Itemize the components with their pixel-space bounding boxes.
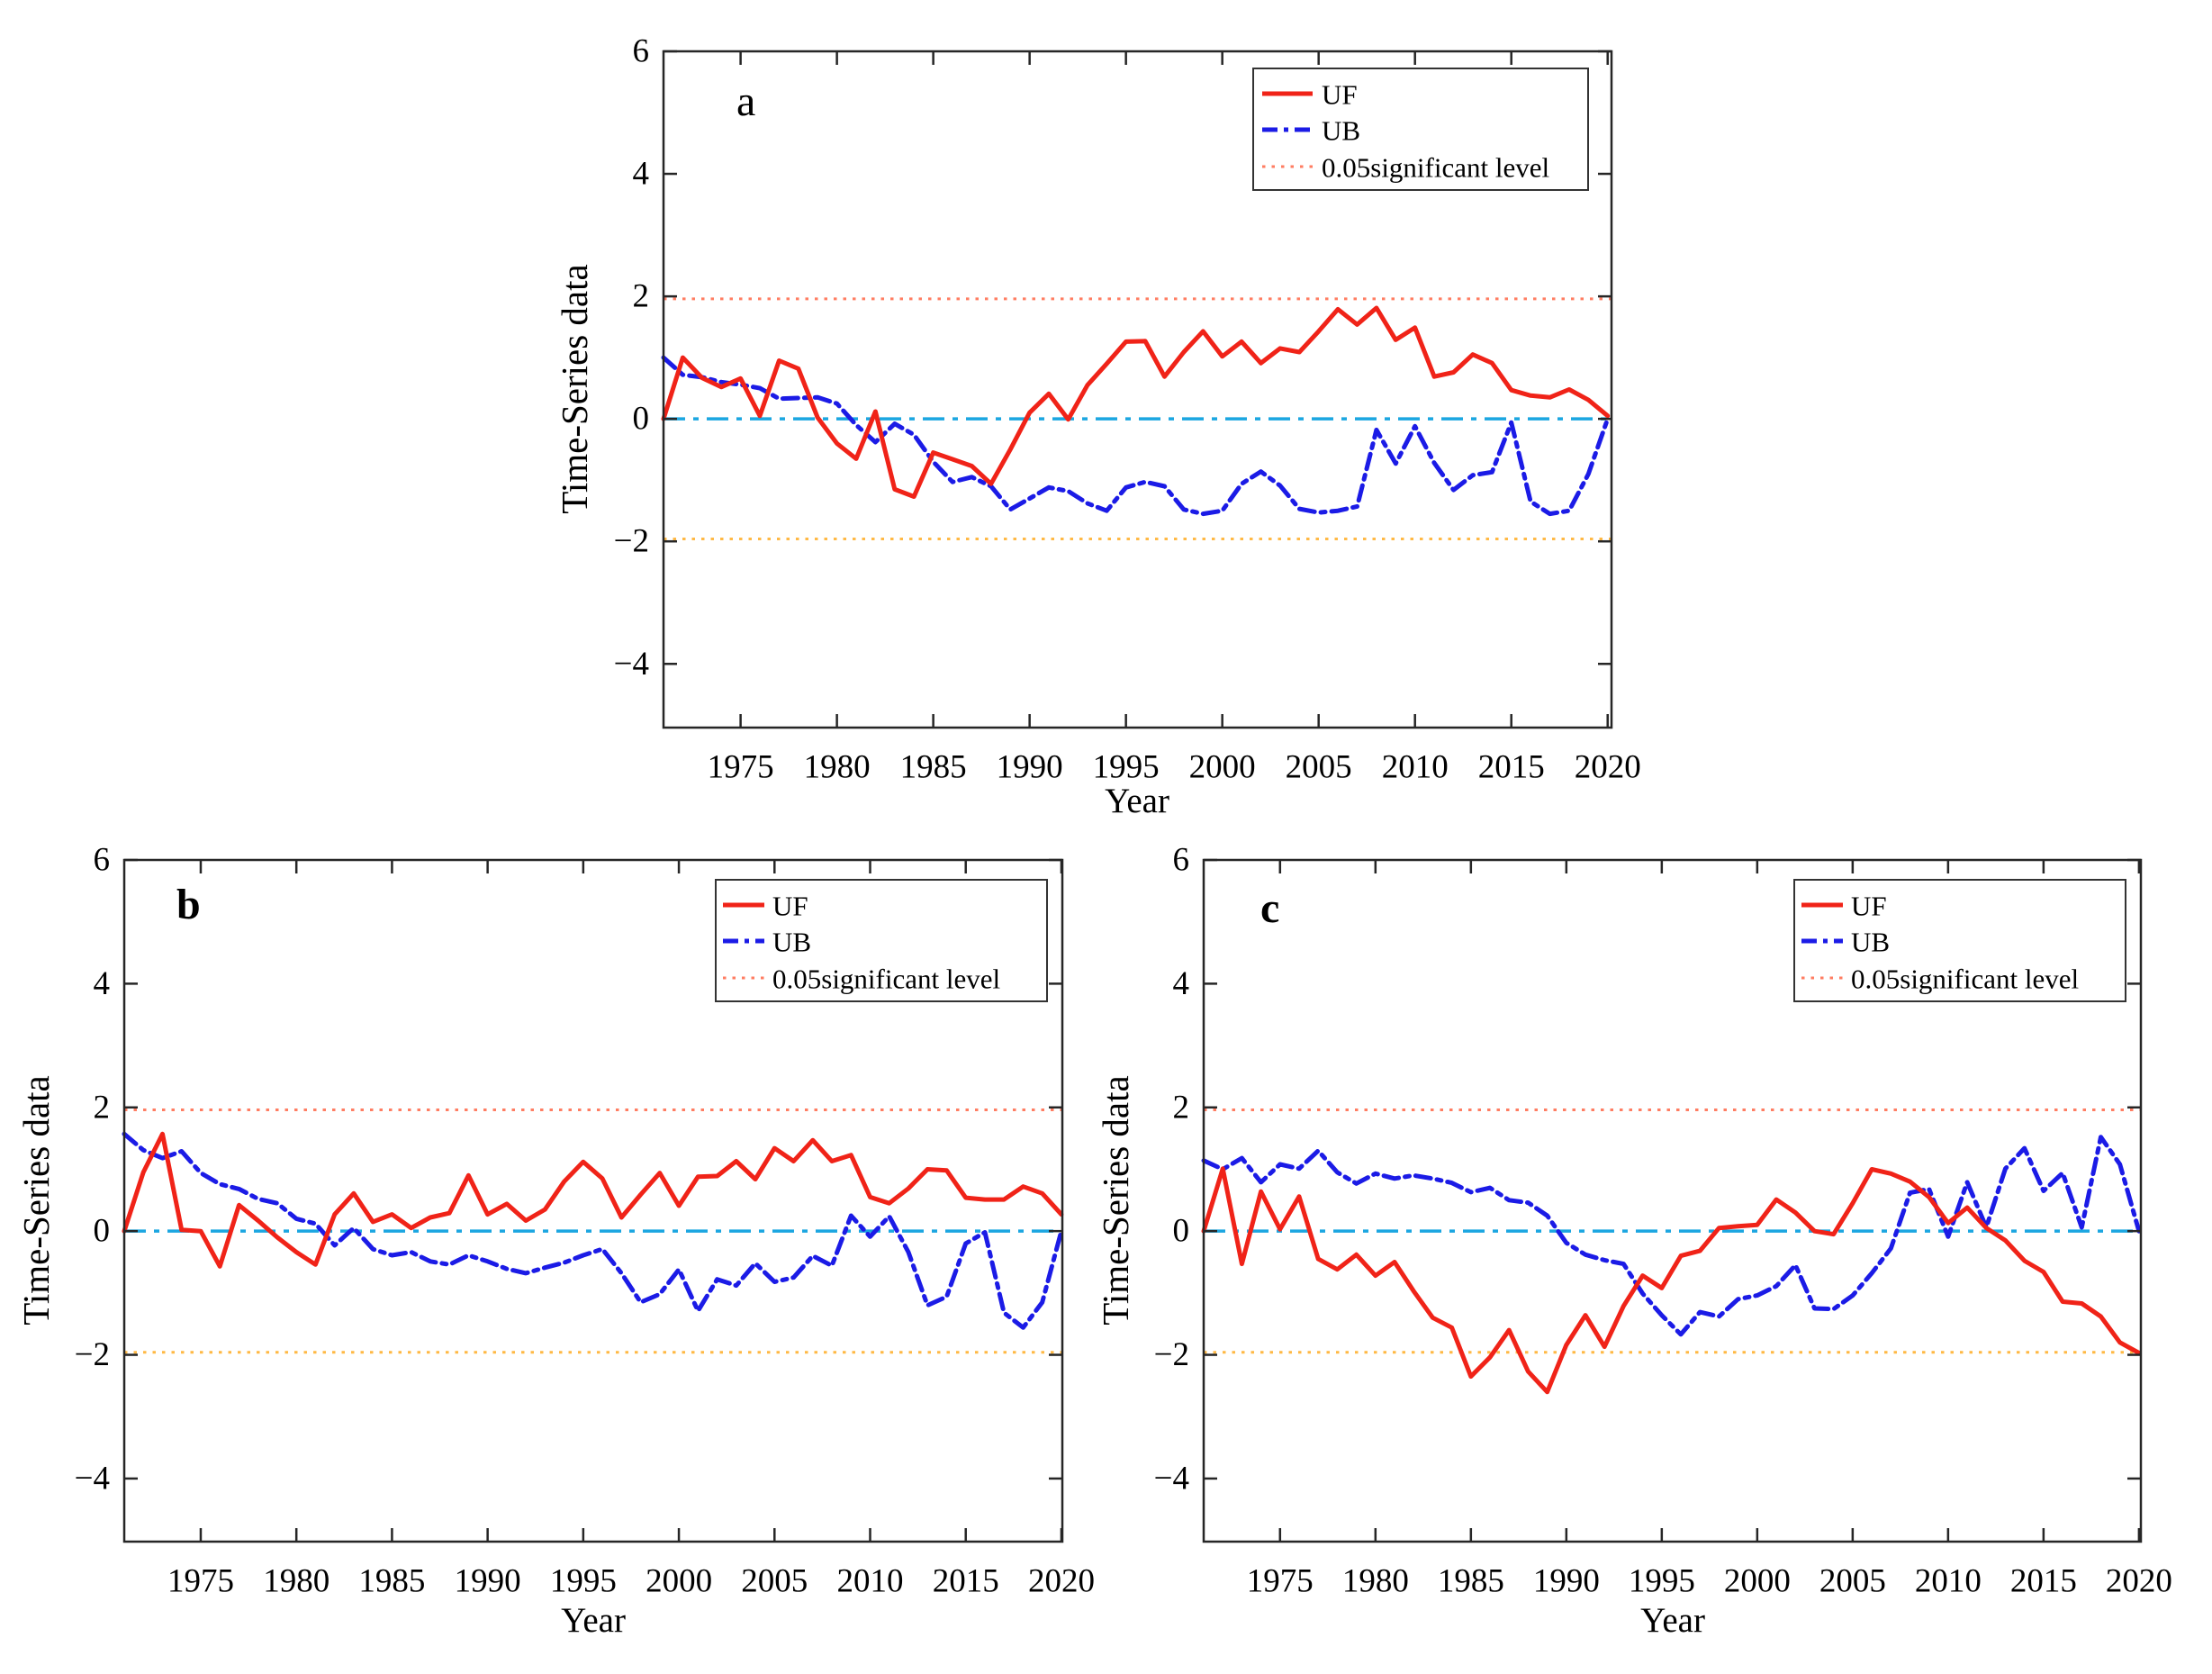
y-tick-label: −4: [1154, 1460, 1189, 1497]
x-tick-label: 1995: [1629, 1563, 1695, 1600]
legend-c: UF UB 0.05significant level: [1793, 879, 2126, 1002]
x-axis-label-a: Year: [1105, 782, 1169, 820]
panel-a: 1975 1980 1985 1990 1995 2000 2005 2010 2015 2020…: [554, 33, 1641, 821]
x-tick-label: 1975: [167, 1563, 234, 1600]
x-tick-label: 2005: [741, 1563, 808, 1600]
x-axis-label-c: Year: [1640, 1601, 1705, 1640]
y-tick-label: 2: [633, 278, 650, 315]
x-tick-label: 1990: [455, 1563, 521, 1600]
legend-label-significance: 0.05significant level: [1851, 964, 2079, 995]
plot-area-a: 1975 1980 1985 1990 1995 2000 2005 2010 2015 2020…: [614, 33, 1641, 786]
y-tick-label: 6: [633, 33, 650, 70]
panel-c: 1975 1980 1985 1990 1995 2000 2005 2010 2015 2020…: [1095, 842, 2172, 1641]
x-tick-label: 2000: [1189, 749, 1256, 786]
x-tick-label: 1985: [900, 749, 967, 786]
y-tick-label: −4: [614, 646, 649, 683]
x-tick-label: 2000: [646, 1563, 712, 1600]
x-tick-label: 1980: [1342, 1563, 1409, 1600]
y-axis-label-b: Time-Series data: [15, 1075, 57, 1325]
x-tick-label: 2020: [1575, 749, 1641, 786]
x-tick-label: 1980: [263, 1563, 330, 1600]
panel-label-c: c: [1260, 884, 1279, 932]
x-tick-label: 1985: [1438, 1563, 1504, 1600]
y-tick-label: 2: [1173, 1089, 1190, 1126]
x-tick-label: 1975: [708, 749, 774, 786]
x-tick-label: 2000: [1724, 1563, 1791, 1600]
y-tick-label: 0: [1173, 1213, 1190, 1250]
ub-curve-c: [1201, 1135, 2142, 1337]
y-tick-label: −4: [75, 1460, 110, 1497]
x-tick-label: 2005: [1819, 1563, 1886, 1600]
y-tick-label: −2: [1154, 1336, 1189, 1373]
y-tick-label: −2: [614, 523, 649, 560]
y-tick-label: 4: [1173, 965, 1190, 1002]
x-tick-label: 2005: [1286, 749, 1352, 786]
x-tick-label: 2020: [2106, 1563, 2172, 1600]
x-tick-label: 2015: [2010, 1563, 2077, 1600]
legend-label-uf: UF: [1851, 891, 1887, 922]
y-tick-label: 0: [94, 1213, 111, 1250]
y-tick-label: 6: [94, 842, 111, 879]
legend-label-significance: 0.05significant level: [772, 964, 1000, 995]
legend-frame: [1793, 879, 2126, 1002]
x-tick-label: 2015: [933, 1563, 999, 1600]
legend-a: UF UB 0.05significant level: [1252, 68, 1589, 191]
x-tick-label: 2010: [1915, 1563, 1982, 1600]
legend-label-significance: 0.05significant level: [1322, 152, 1549, 184]
legend-label-uf: UF: [772, 891, 808, 922]
uf-curve-a: [661, 305, 1611, 499]
legend-label-ub: UB: [772, 927, 811, 958]
y-tick-label: 2: [94, 1089, 111, 1126]
uf-curve-c: [1201, 1166, 2142, 1395]
ub-curve-b: [122, 1131, 1064, 1330]
y-tick-label: 4: [94, 965, 111, 1002]
plot-area-b: 1975 1980 1985 1990 1995 2000 2005 2010 2015 2020…: [75, 842, 1095, 1600]
x-tick-label: 1995: [1093, 749, 1160, 786]
panel-b: 1975 1980 1985 1990 1995 2000 2005 2010 2015 2020…: [15, 842, 1095, 1641]
legend-frame: [715, 879, 1048, 1002]
x-tick-label: 2020: [1028, 1563, 1095, 1600]
y-tick-label: 4: [633, 156, 650, 193]
axes-box-c: [1202, 858, 2143, 1543]
x-tick-label: 1985: [358, 1563, 425, 1600]
x-tick-label: 1990: [997, 749, 1063, 786]
y-tick-label: 6: [1173, 842, 1190, 879]
panel-label-a: a: [736, 77, 755, 125]
legend-label-uf: UF: [1322, 79, 1358, 111]
x-axis-label-b: Year: [561, 1601, 626, 1640]
y-tick-label: −2: [75, 1336, 110, 1373]
x-tick-label: 2010: [837, 1563, 904, 1600]
y-axis-label-a: Time-Series data: [554, 264, 595, 513]
legend-label-ub: UB: [1851, 927, 1890, 958]
uf-curve-b: [122, 1131, 1064, 1269]
panel-label-b: b: [176, 881, 201, 928]
y-axis-label-c: Time-Series data: [1095, 1075, 1136, 1325]
y-tick-label: 0: [633, 401, 650, 438]
axes-box-b: [122, 858, 1064, 1543]
x-tick-label: 2015: [1478, 749, 1545, 786]
x-tick-label: 1995: [550, 1563, 617, 1600]
ub-curve-a: [661, 355, 1611, 517]
x-tick-label: 1975: [1247, 1563, 1314, 1600]
x-tick-label: 1980: [804, 749, 871, 786]
legend-b: UF UB 0.05significant level: [715, 879, 1048, 1002]
legend-label-ub: UB: [1322, 115, 1360, 147]
plot-area-c: 1975 1980 1985 1990 1995 2000 2005 2010 2015 2020…: [1154, 842, 2172, 1600]
x-tick-label: 2010: [1382, 749, 1449, 786]
x-tick-label: 1990: [1533, 1563, 1600, 1600]
axes-box-a: [662, 50, 1613, 729]
